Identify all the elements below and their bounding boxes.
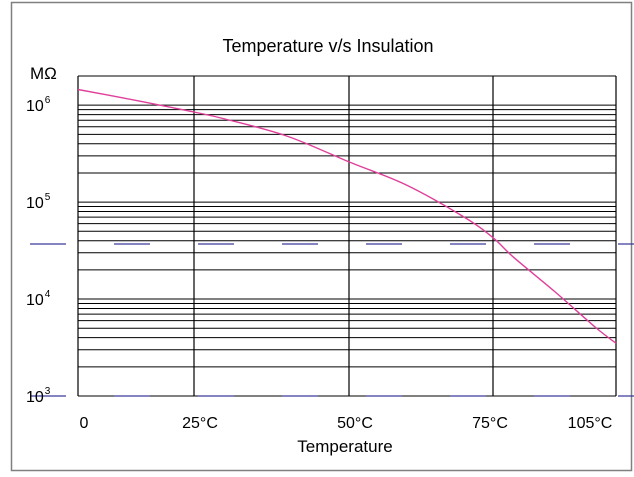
- grid: [77, 75, 617, 397]
- x-tick-label: 0: [80, 415, 89, 432]
- series: [77, 88, 617, 344]
- y-tick-label: 104: [26, 289, 51, 309]
- x-tick-label: 75°C: [472, 415, 508, 432]
- chart-title: Temperature v/s Insulation: [222, 36, 433, 56]
- y-tick-label: 103: [26, 386, 51, 406]
- y-tick-labels: 103 104 105 106: [26, 95, 51, 406]
- figure-border: [10, 1, 633, 472]
- x-tick-label: 105°C: [568, 415, 613, 432]
- y-tick-label: 106: [26, 95, 51, 115]
- reference-lines: [0, 243, 634, 397]
- series-line: [77, 88, 617, 344]
- x-tick-labels: 0 25°C 50°C 75°C 105°C: [80, 415, 613, 432]
- x-tick-label: 50°C: [337, 415, 373, 432]
- y-tick-label: 105: [26, 192, 51, 212]
- y-axis-label: MΩ: [30, 64, 57, 83]
- x-tick-label: 25°C: [182, 415, 218, 432]
- x-axis-label: Temperature: [297, 437, 392, 456]
